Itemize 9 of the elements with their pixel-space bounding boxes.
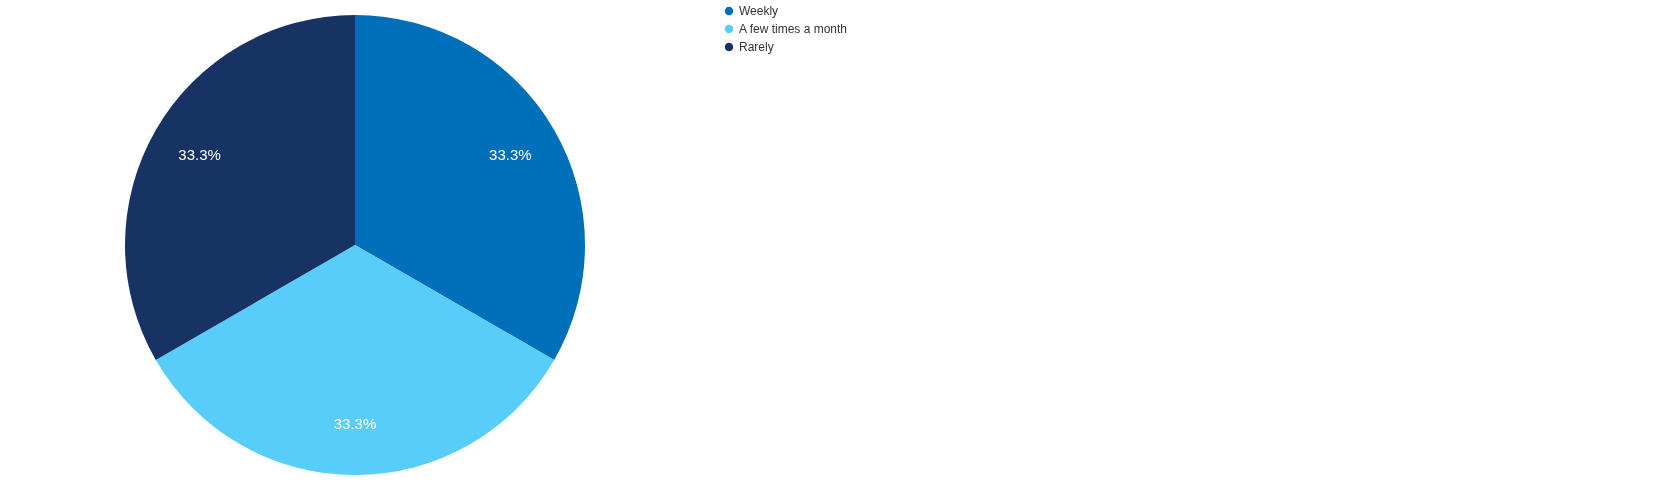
pie-slice	[355, 15, 585, 360]
data-label: 33.3%	[489, 146, 532, 164]
data-label: 33.3%	[178, 146, 221, 164]
legend-label: Rarely	[739, 40, 774, 54]
pie-slice	[125, 15, 355, 360]
pie-slice	[155, 245, 555, 475]
data-label: 33.3%	[333, 415, 377, 433]
legend-label: Weekly	[739, 4, 779, 18]
legend-label: A few times a month	[739, 22, 848, 36]
